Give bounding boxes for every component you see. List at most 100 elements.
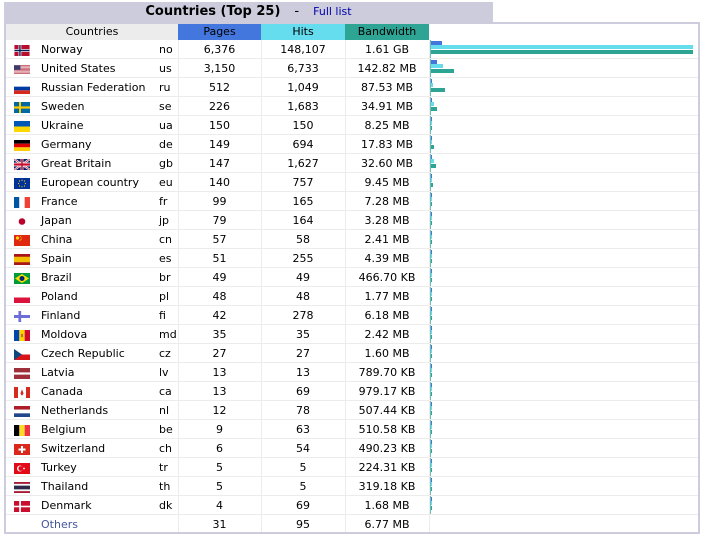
table-row: Great Britain gb 147 1,627 32.60 MB bbox=[6, 154, 698, 173]
bandwidth-value: 87.53 MB bbox=[360, 81, 414, 94]
table-row: Poland pl 48 48 1.77 MB bbox=[6, 287, 698, 306]
bandwidth-bar bbox=[431, 183, 433, 187]
bandwidth-value: 224.31 KB bbox=[358, 461, 416, 474]
hits-value: 694 bbox=[292, 138, 314, 151]
pages-bar bbox=[431, 421, 432, 425]
graph-baseline bbox=[430, 306, 431, 325]
table-row: United States us 3,150 6,733 142.82 MB bbox=[6, 59, 698, 78]
pages-bar bbox=[431, 41, 442, 45]
pages-value: 6 bbox=[216, 442, 223, 455]
full-list-link[interactable]: Full list bbox=[313, 5, 352, 18]
hits-value: 1,627 bbox=[287, 157, 319, 170]
graph-baseline bbox=[430, 59, 431, 78]
pages-value: 147 bbox=[209, 157, 230, 170]
table-row: Switzerland ch 6 54 490.23 KB bbox=[6, 439, 698, 458]
country-code: fi bbox=[159, 309, 166, 322]
graph-baseline bbox=[430, 154, 431, 173]
graph-baseline bbox=[430, 496, 431, 515]
usage-bar-graph bbox=[429, 59, 697, 78]
pages-bar bbox=[431, 497, 432, 501]
table-row: Russian Federation ru 512 1,049 87.53 MB bbox=[6, 78, 698, 97]
bandwidth-bar bbox=[431, 373, 432, 377]
pages-value: 48 bbox=[212, 290, 227, 303]
usage-bar-graph bbox=[429, 268, 697, 287]
graph-baseline bbox=[430, 458, 431, 477]
bandwidth-value: 510.58 KB bbox=[358, 423, 416, 436]
title-label: Countries (Top 25) bbox=[145, 4, 281, 19]
bandwidth-bar bbox=[431, 354, 432, 358]
bandwidth-value: 6.18 MB bbox=[364, 309, 410, 322]
hits-value: 49 bbox=[296, 271, 310, 284]
country-name: Brazil bbox=[41, 271, 72, 284]
graph-baseline bbox=[430, 40, 431, 59]
hits-value: 165 bbox=[292, 195, 314, 208]
bandwidth-value: 319.18 KB bbox=[358, 480, 416, 493]
table-row: Japan jp 79 164 3.28 MB bbox=[6, 211, 698, 230]
table-row: Norway no 6,376 148,107 1.61 GB bbox=[6, 40, 698, 59]
country-code: es bbox=[159, 252, 172, 265]
usage-bar-graph bbox=[429, 173, 697, 192]
hits-bar bbox=[431, 64, 443, 68]
hits-bar bbox=[431, 387, 432, 391]
pages-value: 27 bbox=[212, 347, 227, 360]
pages-value: 13 bbox=[212, 366, 227, 379]
hits-bar bbox=[431, 425, 432, 429]
bandwidth-bar bbox=[431, 164, 436, 168]
row-divider bbox=[6, 115, 698, 116]
pages-value: 31 bbox=[212, 518, 227, 531]
hits-bar bbox=[431, 159, 434, 163]
country-name: Japan bbox=[41, 214, 72, 227]
bandwidth-value: 17.83 MB bbox=[360, 138, 414, 151]
others-row: Others 31 95 6.77 MB bbox=[6, 515, 698, 534]
country-name: European country bbox=[41, 176, 139, 189]
bandwidth-value: 3.28 MB bbox=[364, 214, 410, 227]
finland-flag bbox=[14, 309, 30, 322]
pages-value: 79 bbox=[212, 214, 227, 227]
country-code: ch bbox=[159, 442, 173, 455]
country-code: de bbox=[159, 138, 173, 151]
hits-bar bbox=[431, 482, 432, 486]
pages-bar bbox=[431, 345, 432, 349]
pages-value: 51 bbox=[212, 252, 227, 265]
row-divider bbox=[6, 324, 698, 325]
country-code: ca bbox=[159, 385, 172, 398]
bandwidth-value: 789.70 KB bbox=[358, 366, 416, 379]
bandwidth-value: 1.61 GB bbox=[364, 43, 410, 56]
hits-bar bbox=[431, 178, 432, 182]
pages-value: 6,376 bbox=[203, 43, 236, 56]
table-row: Germany de 149 694 17.83 MB bbox=[6, 135, 698, 154]
moldova-flag bbox=[14, 328, 30, 341]
country-code: md bbox=[159, 328, 177, 341]
hits-bar bbox=[431, 254, 432, 258]
table-row: France fr 99 165 7.28 MB bbox=[6, 192, 698, 211]
graph-baseline bbox=[430, 173, 431, 192]
table-row: China cn 57 58 2.41 MB bbox=[6, 230, 698, 249]
usage-bar-graph bbox=[429, 78, 697, 97]
country-code: gb bbox=[159, 157, 173, 170]
hits-value: 63 bbox=[296, 423, 310, 436]
bandwidth-bar bbox=[431, 240, 432, 244]
country-name: Czech Republic bbox=[41, 347, 125, 360]
hits-bar bbox=[431, 235, 432, 239]
table-row: Netherlands nl 12 78 507.44 KB bbox=[6, 401, 698, 420]
row-divider bbox=[6, 286, 698, 287]
graph-baseline bbox=[430, 420, 431, 439]
usage-bar-graph bbox=[429, 306, 697, 325]
hits-bar bbox=[431, 501, 432, 505]
bandwidth-bar bbox=[431, 316, 432, 320]
pages-bar bbox=[431, 98, 432, 102]
row-divider bbox=[6, 381, 698, 382]
pages-bar bbox=[431, 174, 432, 178]
country-name: Poland bbox=[41, 290, 78, 303]
pages-value: 12 bbox=[212, 404, 227, 417]
row-divider bbox=[6, 514, 698, 515]
row-divider bbox=[6, 438, 698, 439]
netherlands-flag bbox=[14, 404, 30, 417]
pages-bar bbox=[431, 155, 432, 159]
china-flag bbox=[14, 233, 30, 246]
hits-value: 150 bbox=[292, 119, 314, 132]
row-divider bbox=[6, 476, 698, 477]
great-britain-flag bbox=[13, 157, 31, 171]
pages-bar bbox=[431, 212, 432, 216]
country-code: lv bbox=[159, 366, 169, 379]
